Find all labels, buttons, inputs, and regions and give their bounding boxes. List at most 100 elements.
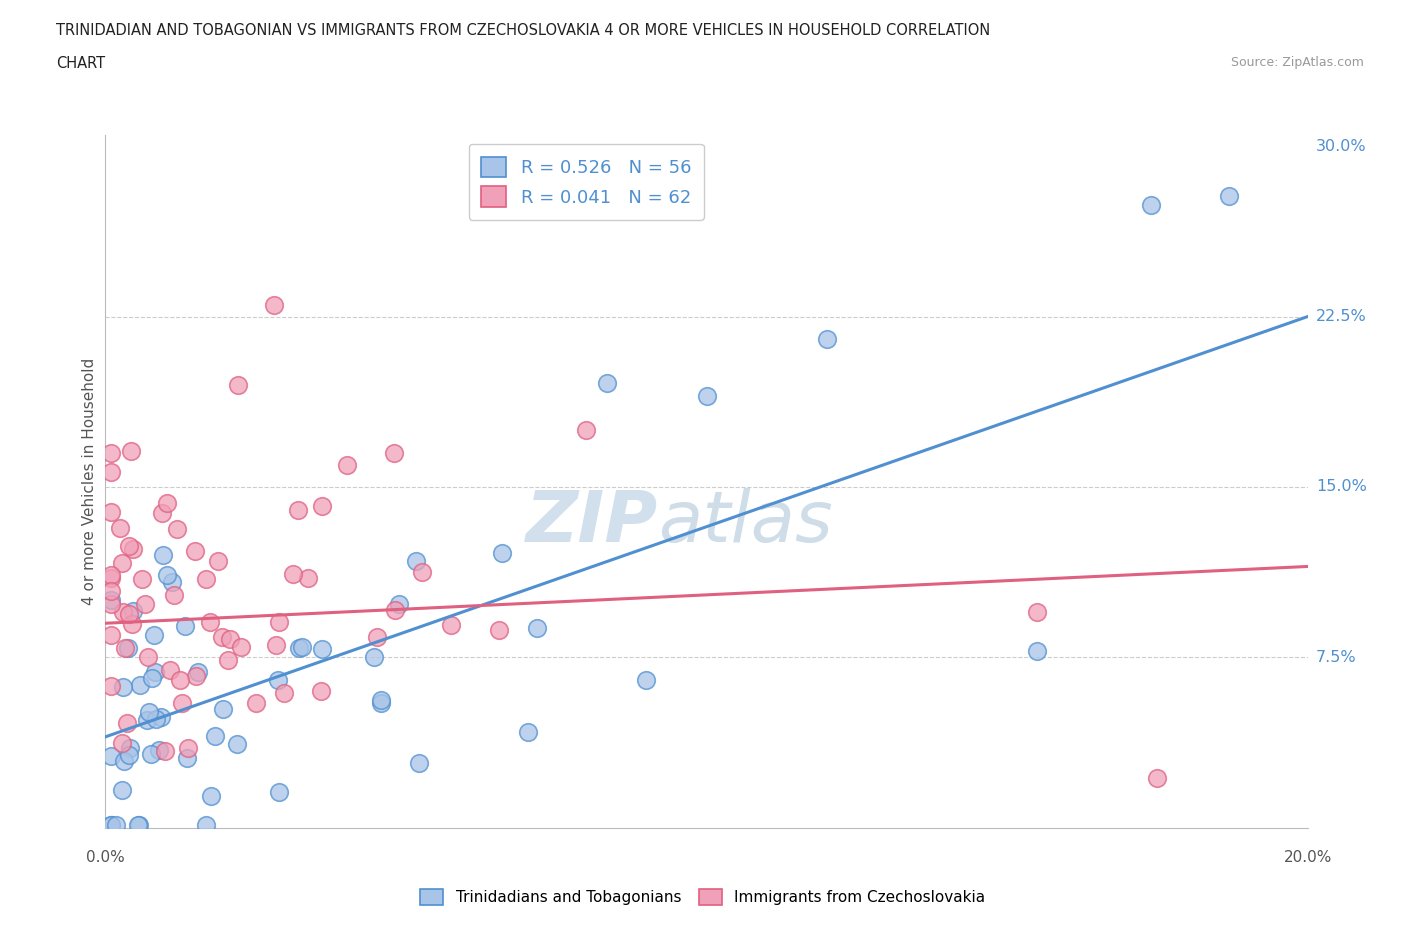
Text: CHART: CHART — [56, 56, 105, 71]
Point — [408, 756, 430, 771]
Point — [163, 588, 186, 603]
Point — [370, 693, 392, 708]
Point — [152, 548, 174, 563]
Text: Source: ZipAtlas.com: Source: ZipAtlas.com — [1230, 56, 1364, 69]
Point — [141, 671, 163, 685]
Point — [575, 423, 598, 438]
Point — [488, 623, 510, 638]
Point — [336, 458, 359, 472]
Point — [267, 672, 290, 687]
Point — [363, 650, 385, 665]
Point — [121, 604, 143, 618]
Point — [122, 542, 145, 557]
Point — [311, 498, 333, 513]
Point — [218, 632, 240, 647]
Point — [266, 637, 288, 652]
Point — [100, 445, 122, 460]
Point — [117, 539, 139, 554]
Point — [596, 376, 619, 391]
Point — [204, 728, 226, 743]
Point — [100, 818, 122, 833]
Point — [104, 818, 127, 833]
Point — [309, 684, 332, 698]
Text: ZIP: ZIP — [526, 488, 658, 557]
Point — [184, 668, 207, 683]
Point — [211, 630, 233, 644]
Point — [100, 571, 122, 586]
Point — [172, 696, 194, 711]
Point — [194, 818, 217, 833]
Point — [136, 650, 159, 665]
Point — [207, 554, 229, 569]
Point — [370, 696, 392, 711]
Point — [297, 570, 319, 585]
Point — [187, 665, 209, 680]
Text: 7.5%: 7.5% — [1316, 650, 1357, 665]
Point — [131, 572, 153, 587]
Point — [150, 710, 173, 724]
Point — [366, 630, 388, 644]
Point — [112, 753, 135, 768]
Point — [112, 604, 135, 619]
Text: 20.0%: 20.0% — [1284, 850, 1331, 865]
Point — [526, 620, 548, 635]
Point — [245, 695, 267, 710]
Point — [311, 642, 333, 657]
Point — [291, 640, 314, 655]
Point — [100, 593, 122, 608]
Point — [281, 566, 304, 581]
Point — [156, 567, 179, 582]
Legend: Trinidadians and Tobagonians, Immigrants from Czechoslovakia: Trinidadians and Tobagonians, Immigrants… — [413, 882, 993, 913]
Point — [148, 743, 170, 758]
Point — [100, 818, 122, 833]
Point — [212, 702, 235, 717]
Point — [411, 565, 433, 579]
Point — [267, 784, 290, 799]
Point — [491, 546, 513, 561]
Y-axis label: 4 or more Vehicles in Household: 4 or more Vehicles in Household — [82, 358, 97, 604]
Point — [287, 502, 309, 517]
Point — [134, 597, 156, 612]
Point — [100, 465, 122, 480]
Point — [136, 712, 159, 727]
Point — [118, 740, 141, 755]
Point — [177, 740, 200, 755]
Point — [128, 818, 150, 833]
Point — [169, 673, 191, 688]
Point — [1026, 643, 1049, 658]
Point — [195, 572, 218, 587]
Text: 30.0%: 30.0% — [1316, 139, 1367, 153]
Point — [153, 743, 176, 758]
Point — [388, 596, 411, 611]
Point — [143, 627, 166, 642]
Point — [111, 783, 134, 798]
Point — [111, 555, 134, 570]
Legend: R = 0.526   N = 56, R = 0.041   N = 62: R = 0.526 N = 56, R = 0.041 N = 62 — [468, 144, 704, 219]
Point — [139, 747, 162, 762]
Point — [111, 679, 134, 694]
Point — [184, 543, 207, 558]
Point — [129, 677, 152, 692]
Point — [225, 737, 247, 751]
Point — [1146, 770, 1168, 785]
Point — [117, 641, 139, 656]
Point — [384, 603, 406, 618]
Point — [263, 298, 285, 312]
Point — [273, 685, 295, 700]
Point — [517, 724, 540, 739]
Point — [160, 575, 183, 590]
Point — [121, 617, 143, 631]
Point — [100, 748, 122, 763]
Text: TRINIDADIAN AND TOBAGONIAN VS IMMIGRANTS FROM CZECHOSLOVAKIA 4 OR MORE VEHICLES : TRINIDADIAN AND TOBAGONIAN VS IMMIGRANTS… — [56, 23, 990, 38]
Text: atlas: atlas — [658, 488, 832, 557]
Point — [120, 444, 142, 458]
Point — [111, 736, 134, 751]
Text: 22.5%: 22.5% — [1316, 309, 1367, 324]
Point — [138, 704, 160, 719]
Point — [127, 818, 149, 833]
Point — [100, 504, 122, 519]
Point — [156, 496, 179, 511]
Point — [159, 662, 181, 677]
Point — [440, 618, 463, 632]
Point — [636, 672, 658, 687]
